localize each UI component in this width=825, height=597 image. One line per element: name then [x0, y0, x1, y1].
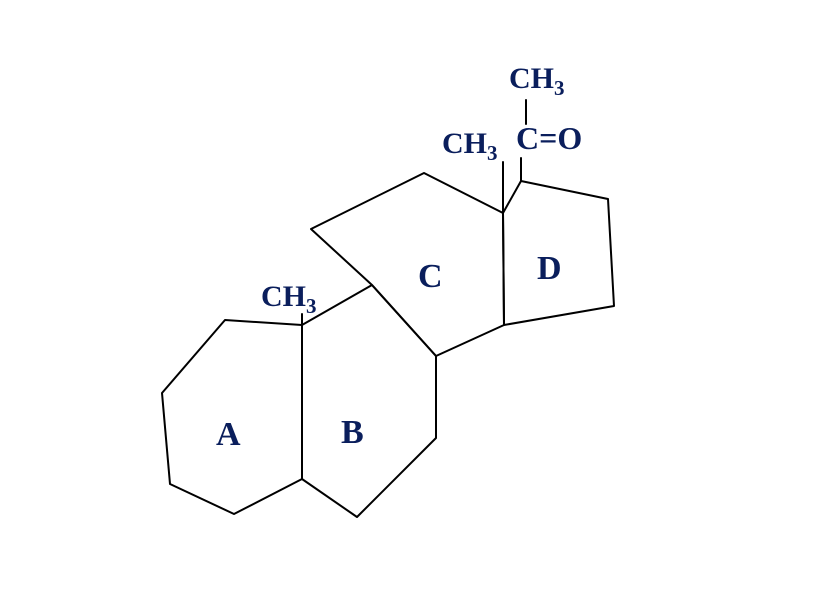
ring-label-c: C: [418, 258, 443, 296]
ring-label-a: A: [216, 416, 241, 454]
carbonyl-label: C=O: [516, 120, 582, 157]
ring-label-b: B: [341, 414, 364, 452]
methyl-label-left: CH3: [261, 280, 317, 319]
chemical-structure-svg: [0, 0, 825, 597]
methyl-label-middle: CH3: [442, 127, 498, 166]
methyl-label-top: CH3: [509, 62, 565, 101]
ring-label-d: D: [537, 250, 562, 288]
